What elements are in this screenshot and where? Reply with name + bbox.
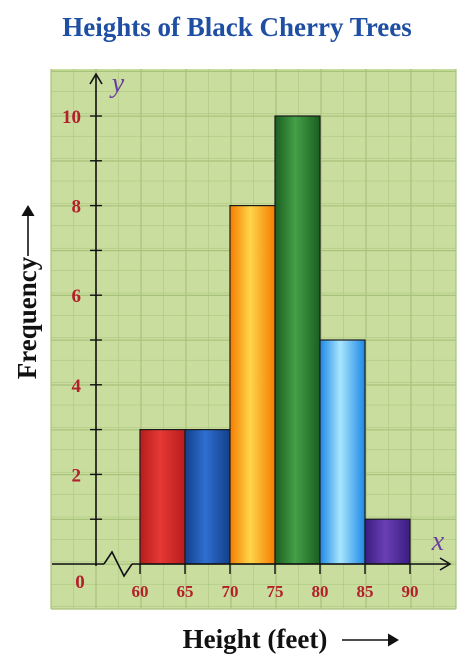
y-axis-arrow [89,72,103,85]
x-tick-label: 80 [312,582,329,601]
x-title-arrow-icon [387,633,399,647]
bar-60-65 [139,429,186,565]
bar-65-70 [184,429,231,565]
axes [52,72,452,578]
x-tick-label: 85 [357,582,374,601]
bar-80-85 [319,339,366,565]
x-ticks: 60 65 70 75 80 85 90 [132,564,419,601]
y-tick-label: 2 [72,465,82,486]
origin-label: 0 [75,572,85,593]
x-tick-label: 75 [267,582,284,601]
chart-title: Heights of Black Cherry Trees [62,12,411,42]
x-tick-label: 60 [132,582,149,601]
x-axis-arrow [439,557,452,571]
bar-85-90 [364,518,411,565]
y-ticks: 2 4 6 8 10 [62,107,102,520]
x-axis-break-icon [103,550,133,578]
y-axis-title: Frequency [12,256,42,379]
x-tick-label: 65 [177,582,194,601]
x-axis-title: Height (feet) [183,624,328,654]
y-title-arrow-icon [21,205,35,217]
bars-group [139,115,411,565]
y-tick-label: 8 [72,197,82,218]
x-tick-label: 70 [222,582,239,601]
y-axis-letter: y [109,68,125,99]
x-axis-letter: x [431,526,445,557]
y-tick-label: 10 [62,107,81,128]
x-tick-label: 90 [402,582,419,601]
y-tick-label: 6 [72,286,82,307]
bar-75-80 [274,115,321,565]
bar-70-75 [229,205,276,565]
y-axis-title-group: Frequency [12,205,42,379]
y-tick-label: 4 [72,376,82,397]
